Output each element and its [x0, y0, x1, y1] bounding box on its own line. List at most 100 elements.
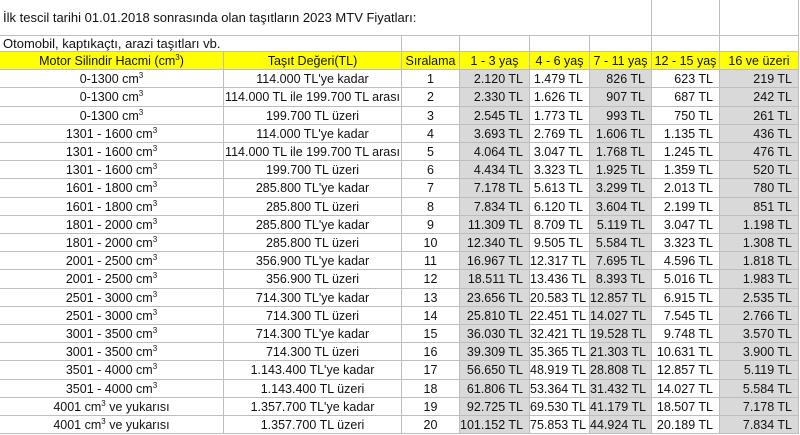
cell-tax-amount[interactable]: 2.013 TL	[652, 179, 720, 198]
empty-cell[interactable]	[652, 0, 720, 36]
cell-tax-amount[interactable]: 44.924 TL	[590, 416, 652, 435]
cell-tax-amount[interactable]: 7.545 TL	[652, 306, 720, 325]
cell-tax-amount[interactable]: 1.606 TL	[590, 124, 652, 143]
cell-tax-amount[interactable]: 53.364 TL	[530, 379, 590, 398]
cell-tax-amount[interactable]: 12.340 TL	[460, 234, 530, 253]
cell-vehicle-value[interactable]: 114.000 TL ile 199.700 TL arası	[224, 88, 402, 107]
cell-rank[interactable]: 1	[402, 70, 460, 89]
cell-engine-volume[interactable]: 1601 - 1800 cm3	[0, 197, 224, 216]
cell-rank[interactable]: 6	[402, 161, 460, 180]
cell-tax-amount[interactable]: 2.545 TL	[460, 106, 530, 125]
cell-tax-amount[interactable]: 92.725 TL	[460, 397, 530, 416]
cell-tax-amount[interactable]: 3.323 TL	[530, 161, 590, 180]
cell-engine-volume[interactable]: 0-1300 cm3	[0, 106, 224, 125]
cell-tax-amount[interactable]: 13.436 TL	[530, 270, 590, 289]
empty-cell[interactable]	[460, 36, 530, 52]
cell-tax-amount[interactable]: 23.656 TL	[460, 288, 530, 307]
cell-tax-amount[interactable]: 9.748 TL	[652, 325, 720, 344]
cell-rank[interactable]: 11	[402, 252, 460, 271]
cell-tax-amount[interactable]: 623 TL	[652, 70, 720, 89]
cell-engine-volume[interactable]: 2001 - 2500 cm3	[0, 270, 224, 289]
cell-vehicle-value[interactable]: 1.357.700 TL üzeri	[224, 416, 402, 435]
cell-rank[interactable]: 16	[402, 343, 460, 362]
cell-tax-amount[interactable]: 993 TL	[590, 106, 652, 125]
cell-tax-amount[interactable]: 8.393 TL	[590, 270, 652, 289]
cell-vehicle-value[interactable]: 285.800 TL üzeri	[224, 197, 402, 216]
cell-tax-amount[interactable]: 242 TL	[720, 88, 799, 107]
cell-engine-volume[interactable]: 0-1300 cm3	[0, 70, 224, 89]
cell-rank[interactable]: 13	[402, 288, 460, 307]
cell-tax-amount[interactable]: 3.047 TL	[652, 215, 720, 234]
cell-tax-amount[interactable]: 8.709 TL	[530, 215, 590, 234]
cell-tax-amount[interactable]: 18.507 TL	[652, 397, 720, 416]
cell-engine-volume[interactable]: 3001 - 3500 cm3	[0, 343, 224, 362]
cell-tax-amount[interactable]: 1.198 TL	[720, 215, 799, 234]
cell-tax-amount[interactable]: 2.199 TL	[652, 197, 720, 216]
cell-tax-amount[interactable]: 12.857 TL	[652, 361, 720, 380]
cell-engine-volume[interactable]: 2001 - 2500 cm3	[0, 252, 224, 271]
empty-cell[interactable]	[402, 36, 460, 52]
cell-engine-volume[interactable]: 2501 - 3000 cm3	[0, 306, 224, 325]
cell-tax-amount[interactable]: 11.309 TL	[460, 215, 530, 234]
cell-tax-amount[interactable]: 14.027 TL	[590, 306, 652, 325]
cell-tax-amount[interactable]: 1.925 TL	[590, 161, 652, 180]
cell-vehicle-value[interactable]: 199.700 TL üzeri	[224, 161, 402, 180]
cell-tax-amount[interactable]: 7.834 TL	[720, 416, 799, 435]
cell-tax-amount[interactable]: 32.421 TL	[530, 325, 590, 344]
cell-tax-amount[interactable]: 3.299 TL	[590, 179, 652, 198]
cell-tax-amount[interactable]: 1.135 TL	[652, 124, 720, 143]
cell-tax-amount[interactable]: 101.152 TL	[460, 416, 530, 435]
cell-tax-amount[interactable]: 436 TL	[720, 124, 799, 143]
cell-vehicle-value[interactable]: 356.900 TL üzeri	[224, 270, 402, 289]
cell-tax-amount[interactable]: 20.583 TL	[530, 288, 590, 307]
cell-engine-volume[interactable]: 1301 - 1600 cm3	[0, 143, 224, 162]
cell-tax-amount[interactable]: 75.853 TL	[530, 416, 590, 435]
cell-tax-amount[interactable]: 6.915 TL	[652, 288, 720, 307]
cell-tax-amount[interactable]: 21.303 TL	[590, 343, 652, 362]
cell-tax-amount[interactable]: 19.528 TL	[590, 325, 652, 344]
cell-tax-amount[interactable]: 5.016 TL	[652, 270, 720, 289]
cell-vehicle-value[interactable]: 285.800 TL üzeri	[224, 234, 402, 253]
cell-tax-amount[interactable]: 3.323 TL	[652, 234, 720, 253]
cell-tax-amount[interactable]: 1.818 TL	[720, 252, 799, 271]
cell-rank[interactable]: 14	[402, 306, 460, 325]
cell-tax-amount[interactable]: 41.179 TL	[590, 397, 652, 416]
cell-tax-amount[interactable]: 9.505 TL	[530, 234, 590, 253]
empty-cell[interactable]	[590, 36, 652, 52]
cell-rank[interactable]: 17	[402, 361, 460, 380]
cell-tax-amount[interactable]: 219 TL	[720, 70, 799, 89]
cell-vehicle-value[interactable]: 714.300 TL'ye kadar	[224, 325, 402, 344]
cell-tax-amount[interactable]: 1.626 TL	[530, 88, 590, 107]
cell-tax-amount[interactable]: 7.695 TL	[590, 252, 652, 271]
cell-tax-amount[interactable]: 5.584 TL	[590, 234, 652, 253]
cell-tax-amount[interactable]: 12.317 TL	[530, 252, 590, 271]
cell-tax-amount[interactable]: 39.309 TL	[460, 343, 530, 362]
cell-engine-volume[interactable]: 3501 - 4000 cm3	[0, 379, 224, 398]
cell-tax-amount[interactable]: 7.178 TL	[720, 397, 799, 416]
cell-tax-amount[interactable]: 20.189 TL	[652, 416, 720, 435]
cell-tax-amount[interactable]: 22.451 TL	[530, 306, 590, 325]
cell-rank[interactable]: 10	[402, 234, 460, 253]
cell-tax-amount[interactable]: 31.432 TL	[590, 379, 652, 398]
cell-tax-amount[interactable]: 780 TL	[720, 179, 799, 198]
cell-tax-amount[interactable]: 2.120 TL	[460, 70, 530, 89]
cell-rank[interactable]: 9	[402, 215, 460, 234]
cell-tax-amount[interactable]: 56.650 TL	[460, 361, 530, 380]
empty-cell[interactable]	[720, 36, 799, 52]
cell-engine-volume[interactable]: 3001 - 3500 cm3	[0, 325, 224, 344]
cell-tax-amount[interactable]: 1.245 TL	[652, 143, 720, 162]
cell-tax-amount[interactable]: 18.511 TL	[460, 270, 530, 289]
cell-rank[interactable]: 18	[402, 379, 460, 398]
cell-engine-volume[interactable]: 2501 - 3000 cm3	[0, 288, 224, 307]
cell-tax-amount[interactable]: 3.693 TL	[460, 124, 530, 143]
cell-tax-amount[interactable]: 28.808 TL	[590, 361, 652, 380]
cell-vehicle-value[interactable]: 114.000 TL'ye kadar	[224, 124, 402, 143]
cell-tax-amount[interactable]: 3.047 TL	[530, 143, 590, 162]
cell-vehicle-value[interactable]: 714.300 TL üzeri	[224, 306, 402, 325]
cell-vehicle-value[interactable]: 714.300 TL üzeri	[224, 343, 402, 362]
cell-tax-amount[interactable]: 1.308 TL	[720, 234, 799, 253]
cell-vehicle-value[interactable]: 714.300 TL'ye kadar	[224, 288, 402, 307]
cell-engine-volume[interactable]: 1601 - 1800 cm3	[0, 179, 224, 198]
cell-engine-volume[interactable]: 4001 cm3 ve yukarısı	[0, 416, 224, 435]
cell-engine-volume[interactable]: 4001 cm3 ve yukarısı	[0, 397, 224, 416]
